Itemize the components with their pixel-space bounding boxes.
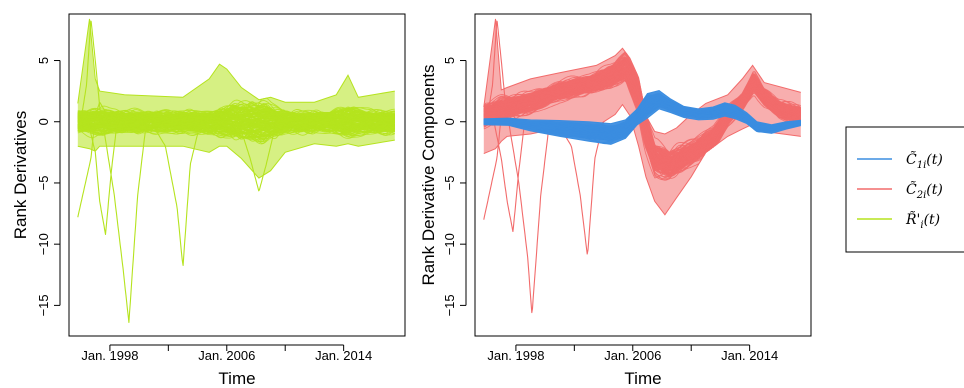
y-tick-label: 5 [442, 57, 457, 64]
y-axis-title-left: Rank Derivatives [11, 111, 30, 240]
y-axis-title-right: Rank Derivative Components [419, 64, 438, 285]
x-tick-label: Jan. 1998 [487, 348, 544, 363]
curves-right [483, 18, 802, 314]
outlier-curve-R [237, 121, 277, 192]
outlier-curve-R [77, 102, 117, 218]
y-tick-label: −5 [36, 176, 51, 191]
outlier-curve-C2 [483, 99, 520, 220]
curve-R [77, 99, 395, 121]
y-tick-label: −10 [442, 233, 457, 255]
outlier-curve-R [102, 121, 147, 324]
x-tick-label: Jan. 1998 [81, 348, 138, 363]
envelope-edge-C1-upper [483, 89, 801, 126]
envelope-R [77, 18, 395, 179]
legend-item: C̃2i(t) [857, 180, 943, 201]
outlier-curve-C2 [493, 121, 526, 233]
panel-right: −15 −10 −5 0 5 Jan. 1998 Jan. 2006 Jan. 2014 T… [419, 13, 812, 388]
envelope-edge-R-lower [77, 139, 395, 179]
curve-R [77, 122, 395, 139]
y-tick-label: 5 [36, 57, 51, 64]
y-tick-label: −10 [36, 233, 51, 255]
legend-label: C̃2i(t) [906, 180, 943, 201]
curve-R [77, 125, 396, 135]
panel-left: −15 −10 −5 0 5 Jan. 1998 Jan. 2006 Jan. 2014 T… [11, 13, 406, 388]
legend-label: R̃'i(t) [905, 210, 940, 231]
curve-R [77, 113, 395, 120]
legend: C̃1i(t) C̃2i(t) R̃'i(t) [845, 126, 964, 253]
outlier-curve-R [150, 121, 202, 266]
plot-frame-left [68, 13, 406, 337]
y-tick-label: −5 [442, 176, 457, 191]
x-tick-label: Jan. 2014 [721, 348, 778, 363]
curve-R [77, 123, 395, 137]
outlier-curve-R [87, 121, 118, 235]
curve-R [77, 108, 395, 117]
curve-C1 [483, 101, 801, 136]
x-axis-left: Jan. 1998 Jan. 2006 Jan. 2014 [81, 344, 372, 363]
curve-R [77, 108, 395, 129]
x-axis-title-left: Time [218, 369, 255, 388]
legend-label: C̃1i(t) [906, 150, 943, 171]
x-axis-title-right: Time [624, 369, 661, 388]
series-C1 [483, 89, 802, 145]
curve-R [77, 109, 395, 125]
legend-item: R̃'i(t) [857, 210, 940, 231]
series-C2 [483, 18, 802, 314]
legend-item: C̃1i(t) [857, 150, 943, 171]
y-axis-left: −15 −10 −5 0 5 [36, 57, 61, 316]
curve-R [77, 109, 395, 123]
envelope-edge-C2-lower [483, 103, 801, 216]
curve-R [77, 103, 395, 123]
y-tick-label: 0 [442, 118, 457, 125]
x-tick-label: Jan. 2006 [198, 348, 255, 363]
envelope-edge-C1-lower [483, 108, 801, 145]
y-axis-right: −15 −10 −5 0 5 [442, 57, 467, 316]
curves-left [77, 18, 396, 324]
y-tick-label: −15 [36, 294, 51, 316]
y-tick-label: −15 [442, 294, 457, 316]
envelope-edge-R-upper [77, 18, 395, 104]
envelope-edge-C2-upper [483, 18, 801, 135]
x-tick-label: Jan. 2006 [604, 348, 661, 363]
curve-C1 [483, 101, 801, 136]
x-axis-right: Jan. 1998 Jan. 2006 Jan. 2014 [487, 344, 778, 363]
plot-frame-right [474, 13, 812, 337]
series-R [77, 18, 396, 324]
legend-items: C̃1i(t) C̃2i(t) R̃'i(t) [857, 150, 943, 231]
y-tick-label: 0 [36, 118, 51, 125]
x-tick-label: Jan. 2014 [315, 348, 372, 363]
outlier-curve-C2 [508, 121, 551, 314]
curve-R [77, 122, 395, 140]
curve-C2 [483, 79, 801, 179]
curve-R [77, 107, 395, 118]
